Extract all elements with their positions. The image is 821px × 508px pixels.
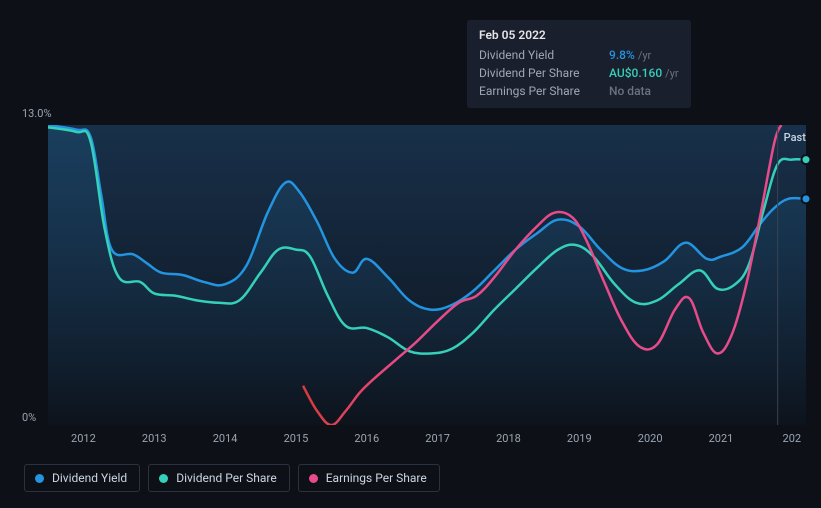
dividend_yield-end-dot: [802, 194, 811, 203]
x-axis: 2012 2013 2014 2015 2016 2017 2018 2019 2020 2021…: [48, 432, 806, 448]
tooltip-row-value: AU$0.160: [609, 66, 662, 80]
x-axis-tick: 2019: [567, 432, 592, 445]
x-axis-tick: 2012: [71, 432, 96, 445]
tooltip: Feb 05 2022 Dividend Yield9.8%/yrDividen…: [467, 20, 691, 108]
tooltip-row-label: Earnings Per Share: [479, 84, 609, 98]
tooltip-row-unit: /yr: [638, 49, 651, 62]
legend-item-label: Dividend Per Share: [176, 471, 277, 485]
legend-item-label: Dividend Yield: [52, 471, 127, 485]
tooltip-row-label: Dividend Yield: [479, 48, 609, 62]
tooltip-row-value: No data: [609, 84, 651, 98]
y-axis-max-label: 13.0%: [22, 107, 52, 120]
tooltip-row: Dividend Yield9.8%/yr: [479, 46, 679, 64]
tooltip-row-label: Dividend Per Share: [479, 66, 609, 80]
x-axis-tick: 2013: [142, 432, 167, 445]
tooltip-row-value: 9.8%: [609, 48, 635, 62]
legend-dot-icon: [35, 474, 44, 483]
x-axis-tick: 2016: [354, 432, 379, 445]
past-label: Past: [784, 131, 806, 144]
legend-dot-icon: [309, 474, 318, 483]
x-axis-tick: 2015: [284, 432, 309, 445]
legend-item-earnings_per_share[interactable]: Earnings Per Share: [298, 464, 440, 492]
y-axis-min-label: 0%: [22, 411, 36, 424]
x-axis-tick: 2018: [496, 432, 521, 445]
tooltip-row-unit: /yr: [665, 67, 678, 80]
x-axis-tick: 2017: [425, 432, 450, 445]
legend: Dividend Yield Dividend Per Share Earnings…: [24, 464, 440, 492]
dividend_per_share-end-dot: [802, 155, 811, 164]
legend-dot-icon: [159, 474, 168, 483]
x-axis-tick: 2014: [213, 432, 238, 445]
legend-item-dividend_per_share[interactable]: Dividend Per Share: [148, 464, 290, 492]
x-axis-tick: 202: [783, 432, 802, 445]
legend-item-dividend_yield[interactable]: Dividend Yield: [24, 464, 140, 492]
tooltip-date: Feb 05 2022: [479, 28, 679, 42]
tooltip-row: Dividend Per ShareAU$0.160/yr: [479, 64, 679, 82]
tooltip-row: Earnings Per ShareNo data: [479, 82, 679, 100]
x-axis-tick: 2021: [709, 432, 734, 445]
legend-item-label: Earnings Per Share: [326, 471, 427, 485]
x-axis-tick: 2020: [638, 432, 663, 445]
